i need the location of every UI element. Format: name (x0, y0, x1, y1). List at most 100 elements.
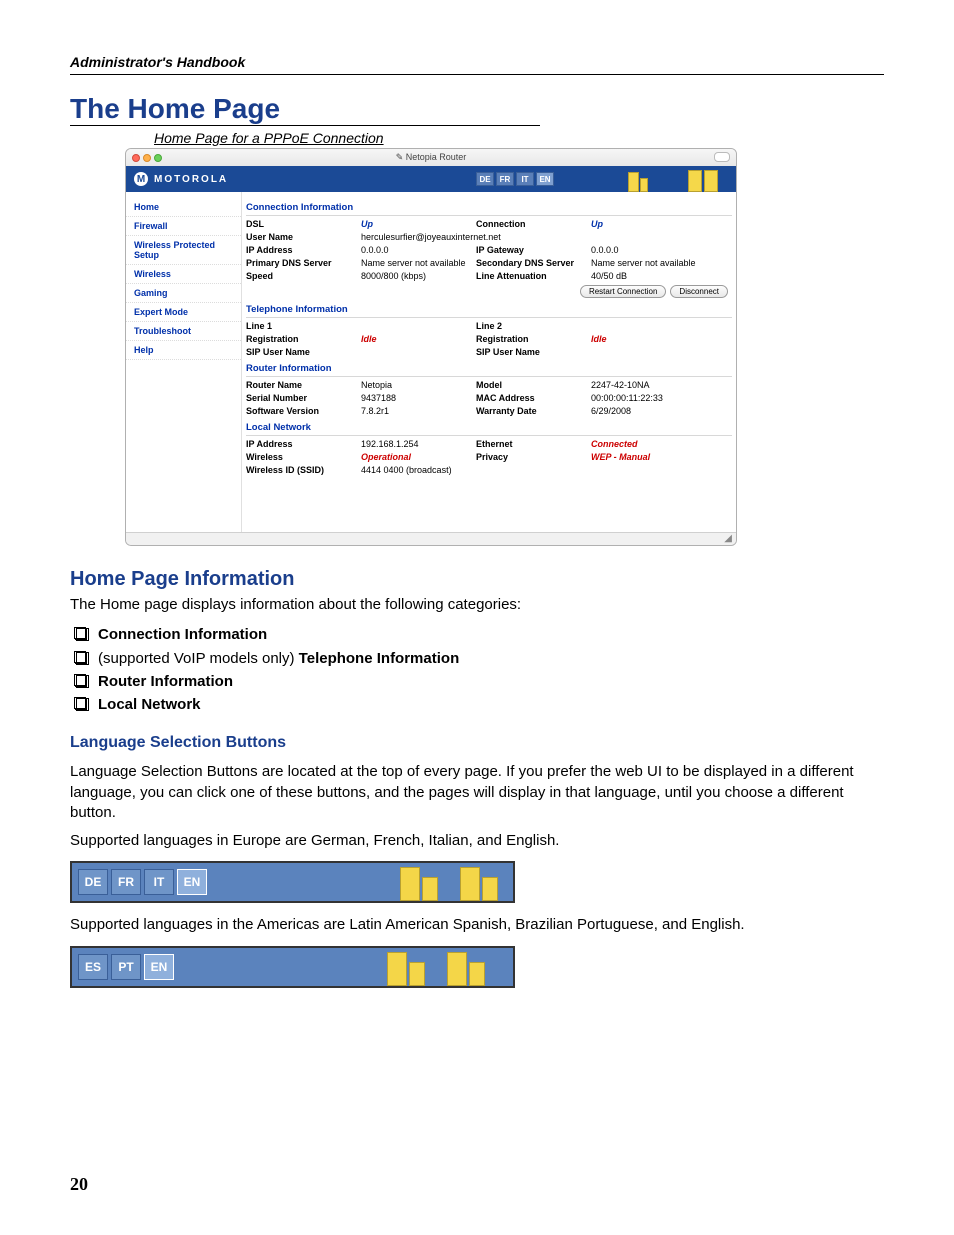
field-label: Serial Number (246, 393, 361, 403)
field-value (591, 465, 721, 475)
figure-caption: Home Page for a PPPoE Connection (154, 130, 884, 146)
section-title: Local Network (246, 420, 732, 436)
router-header: M MOTOROLA DEFRITEN (126, 166, 736, 192)
lang-button-fr[interactable]: FR (111, 869, 141, 895)
lang-button-it[interactable]: IT (516, 172, 534, 186)
field-label: SIP User Name (476, 347, 591, 357)
lang-button-en[interactable]: EN (177, 869, 207, 895)
restart-connection-button[interactable]: Restart Connection (580, 285, 666, 298)
field-value: Netopia (361, 380, 476, 390)
info-list: Connection Information(supported VoIP mo… (70, 623, 884, 716)
field-label: IP Address (246, 245, 361, 255)
router-body: HomeFirewallWireless Protected SetupWire… (126, 192, 736, 532)
sidebar-item-wireless-protected-setup[interactable]: Wireless Protected Setup (126, 236, 241, 265)
field-label: Software Version (246, 406, 361, 416)
field-value: Operational (361, 452, 476, 462)
window-titlebar: ✎ Netopia Router (126, 149, 736, 166)
field-value: Up (591, 219, 721, 229)
field-value: 8000/800 (kbps) (361, 271, 476, 281)
lang-button-en[interactable]: EN (144, 954, 174, 980)
page-title: The Home Page (70, 93, 540, 126)
field-label: Registration (246, 334, 361, 344)
sidebar-item-firewall[interactable]: Firewall (126, 217, 241, 236)
field-value: 40/50 dB (591, 271, 721, 281)
sidebar-item-expert-mode[interactable]: Expert Mode (126, 303, 241, 322)
lang-button-de[interactable]: DE (476, 172, 494, 186)
field-value (591, 347, 721, 357)
section-grid: IP Address192.168.1.254EthernetConnected… (246, 439, 732, 475)
info-list-item: Router Information (70, 670, 884, 693)
titlebar-pill-icon (714, 152, 730, 162)
browser-window: ✎ Netopia Router M MOTOROLA DEFRITEN Hom… (125, 148, 737, 546)
field-label: Line Attenuation (476, 271, 591, 281)
lang-button-pt[interactable]: PT (111, 954, 141, 980)
lang-button-fr[interactable]: FR (496, 172, 514, 186)
field-value: 2247-42-10NA (591, 380, 721, 390)
field-label: Primary DNS Server (246, 258, 361, 268)
field-label: Wireless (246, 452, 361, 462)
lang-paragraph-1: Language Selection Buttons are located a… (70, 762, 884, 823)
section-grid: Line 1Line 2RegistrationIdleRegistration… (246, 321, 732, 357)
field-value: Up (361, 219, 476, 229)
section-title: Telephone Information (246, 302, 732, 318)
resize-grip-icon[interactable]: ◢ (126, 532, 736, 545)
sidebar-item-wireless[interactable]: Wireless (126, 265, 241, 284)
sidebar-nav: HomeFirewallWireless Protected SetupWire… (126, 192, 242, 532)
field-label: DSL (246, 219, 361, 229)
field-label: User Name (246, 232, 361, 242)
skyline-graphic-icon (568, 166, 728, 192)
field-value (361, 347, 476, 357)
sidebar-item-home[interactable]: Home (126, 198, 241, 217)
lang-button-it[interactable]: IT (144, 869, 174, 895)
checkbox-bullet-icon (74, 651, 86, 663)
field-value: WEP - Manual (591, 452, 721, 462)
sidebar-item-troubleshoot[interactable]: Troubleshoot (126, 322, 241, 341)
field-label: Router Name (246, 380, 361, 390)
field-value: 00:00:00:11:22:33 (591, 393, 721, 403)
field-value: 192.168.1.254 (361, 439, 476, 449)
field-value (591, 321, 721, 331)
field-value: 7.8.2r1 (361, 406, 476, 416)
field-label: Line 2 (476, 321, 591, 331)
info-list-item: (supported VoIP models only) Telephone I… (70, 647, 884, 670)
lang-paragraph-2: Supported languages in Europe are German… (70, 831, 884, 851)
sidebar-item-help[interactable]: Help (126, 341, 241, 360)
field-value: Name server not available (591, 258, 721, 268)
field-label: SIP User Name (246, 347, 361, 357)
field-label: Registration (476, 334, 591, 344)
checkbox-bullet-icon (74, 674, 86, 686)
field-label: Speed (246, 271, 361, 281)
brand-text: MOTOROLA (154, 174, 228, 185)
button-row: Restart Connection Disconnect (246, 285, 732, 298)
document-page: Administrator's Handbook The Home Page H… (0, 0, 954, 1235)
window-title: ✎ Netopia Router (126, 152, 736, 163)
language-banner-americas: ESPTEN (70, 946, 515, 988)
field-label: Privacy (476, 452, 591, 462)
field-value: Connected (591, 439, 721, 449)
lang-button-es[interactable]: ES (78, 954, 108, 980)
lang-paragraph-3: Supported languages in the Americas are … (70, 915, 884, 935)
field-value: Idle (591, 334, 721, 344)
info-intro: The Home page displays information about… (70, 595, 884, 615)
motorola-logo-icon: M (134, 172, 148, 186)
info-list-item: Connection Information (70, 623, 884, 646)
lang-button-de[interactable]: DE (78, 869, 108, 895)
info-list-item: Local Network (70, 693, 884, 716)
field-label: Model (476, 380, 591, 390)
field-value: 6/29/2008 (591, 406, 721, 416)
disconnect-button[interactable]: Disconnect (670, 285, 728, 298)
field-value: 0.0.0.0 (591, 245, 721, 255)
language-banner-europe: DEFRITEN (70, 861, 515, 903)
field-label: IP Address (246, 439, 361, 449)
header-rule (70, 74, 884, 75)
field-label: Connection (476, 219, 591, 229)
field-value: 0.0.0.0 (361, 245, 476, 255)
field-label: Line 1 (246, 321, 361, 331)
sidebar-item-gaming[interactable]: Gaming (126, 284, 241, 303)
section-title: Router Information (246, 361, 732, 377)
lang-button-en[interactable]: EN (536, 172, 554, 186)
field-value: 9437188 (361, 393, 476, 403)
field-value: 4414 0400 (broadcast) (361, 465, 476, 475)
field-label (476, 465, 591, 475)
section-title: Connection Information (246, 200, 732, 216)
